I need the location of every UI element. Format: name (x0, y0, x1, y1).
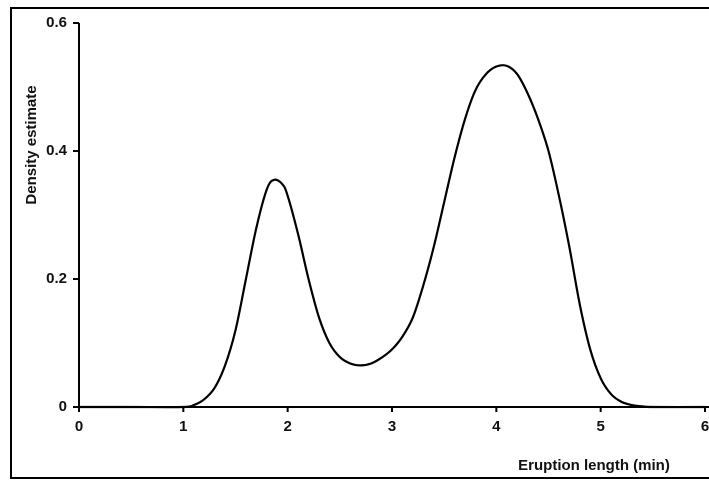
x-axis-label: Eruption length (min) (518, 457, 670, 474)
y-tick-label: 0.6 (46, 14, 67, 31)
x-tick-label: 4 (492, 418, 501, 435)
y-axis-label: Density estimate (23, 85, 40, 204)
frame (10, 7, 709, 479)
x-tick-label: 1 (179, 418, 187, 435)
x-tick-label: 6 (701, 418, 709, 435)
x-tick-label: 0 (75, 418, 83, 435)
x-tick-label: 5 (596, 418, 604, 435)
y-tick-label: 0 (59, 398, 67, 415)
x-tick-label: 2 (283, 418, 291, 435)
density-line (78, 64, 706, 409)
y-tick-label: 0.4 (46, 142, 68, 159)
y-tick-label: 0.2 (46, 270, 67, 287)
x-tick-label: 3 (388, 418, 396, 435)
